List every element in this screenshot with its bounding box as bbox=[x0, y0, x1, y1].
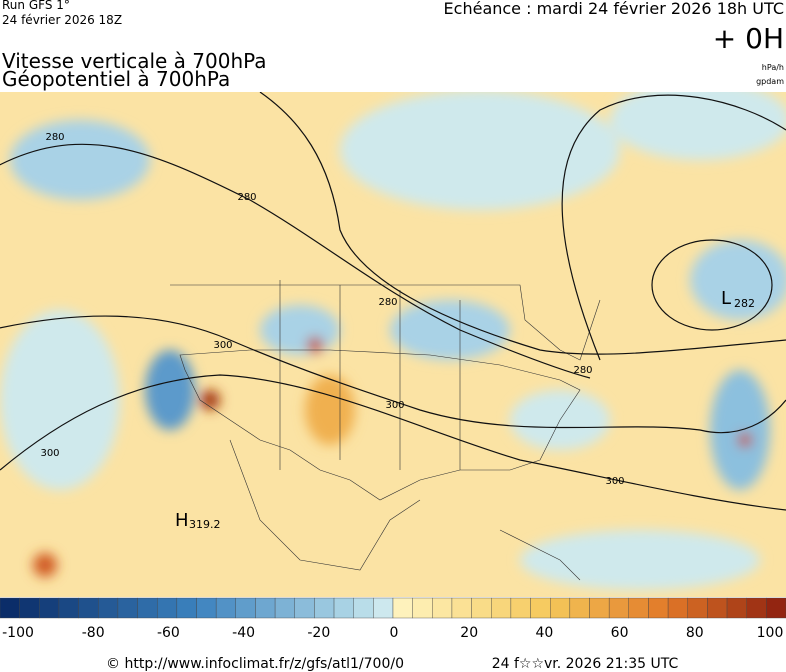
colorbar-swatch bbox=[392, 597, 413, 619]
title-line-1: Vitesse verticale à 700hPa bbox=[2, 49, 267, 73]
colorbar-swatch bbox=[608, 597, 630, 619]
lead-time: + 0H bbox=[713, 22, 784, 55]
colorbar-label: 100 bbox=[757, 625, 784, 641]
colorbar-swatch bbox=[0, 597, 20, 619]
colorbar-swatch bbox=[589, 597, 610, 619]
contour-label: 280 bbox=[45, 132, 64, 143]
colorbar-swatch bbox=[628, 597, 649, 619]
title-line-2: Géopotentiel à 700hPa bbox=[2, 67, 230, 91]
contour-label: 280 bbox=[573, 365, 592, 376]
contour-label: 300 bbox=[40, 448, 59, 459]
source: © http://www.infoclimat.fr/z/gfs/atl1/70… bbox=[106, 656, 404, 672]
colorbar-swatch bbox=[726, 597, 747, 619]
contour-label: 300 bbox=[385, 400, 404, 411]
colorbar-swatch bbox=[255, 597, 276, 619]
colorbar-swatch bbox=[98, 597, 119, 619]
colorbar-swatch bbox=[353, 597, 374, 619]
low-value: 282 bbox=[734, 297, 755, 310]
colorbar-swatch bbox=[491, 597, 512, 619]
colorbar-swatch bbox=[235, 597, 256, 619]
colorbar-swatch bbox=[314, 597, 335, 619]
colorbar-swatch bbox=[274, 597, 295, 619]
colorbar-swatch bbox=[471, 597, 492, 619]
unit-geopotential: gpdam bbox=[756, 77, 784, 86]
colorbar: -100 -80 -60 -40 -20 0 20 40 60 80 100 bbox=[0, 597, 786, 641]
colorbar-swatch bbox=[412, 597, 433, 619]
generated-time: 24 f☆☆vr. 2026 21:35 UTC bbox=[492, 656, 679, 672]
colorbar-swatch bbox=[746, 597, 767, 619]
contour-280c bbox=[259, 92, 786, 355]
colorbar-swatch bbox=[373, 597, 394, 619]
run-label: Run GFS 1° bbox=[2, 0, 70, 12]
colorbar-swatch bbox=[530, 597, 551, 619]
colorbar-swatch bbox=[39, 597, 60, 619]
colorbar-label: -20 bbox=[307, 625, 330, 641]
colorbar-swatch bbox=[451, 597, 472, 619]
colorbar-swatch bbox=[766, 597, 786, 619]
colorbar-swatch bbox=[78, 597, 99, 619]
colorbar-label: -60 bbox=[157, 625, 180, 641]
colorbar-label: -80 bbox=[82, 625, 105, 641]
contour-280 bbox=[0, 143, 591, 379]
contour-280b bbox=[561, 94, 786, 361]
colorbar-swatch bbox=[137, 597, 158, 619]
colorbar-swatch bbox=[510, 597, 531, 619]
contour-300b bbox=[0, 374, 786, 511]
unit-speed: hPa/h bbox=[762, 63, 784, 72]
high-symbol: H bbox=[175, 510, 189, 531]
high-value: 319.2 bbox=[189, 518, 221, 531]
colorbar-swatch bbox=[687, 597, 708, 619]
colorbar-label: 60 bbox=[611, 625, 629, 641]
colorbar-label: 0 bbox=[390, 625, 399, 641]
contour-label: 280 bbox=[237, 192, 256, 203]
colorbar-swatch bbox=[176, 597, 197, 619]
contour-label: 300 bbox=[605, 476, 624, 487]
colorbar-label: -40 bbox=[232, 625, 255, 641]
colorbar-swatch bbox=[707, 597, 728, 619]
valid-time: Echéance : mardi 24 février 2026 18h UTC bbox=[444, 0, 784, 18]
colorbar-swatch bbox=[156, 597, 178, 619]
colorbar-swatch bbox=[294, 597, 315, 619]
colorbar-swatch bbox=[333, 597, 354, 619]
colorbar-label: 40 bbox=[535, 625, 553, 641]
colorbar-swatch bbox=[58, 597, 79, 619]
colorbar-swatch bbox=[667, 597, 688, 619]
colorbar-swatch bbox=[432, 597, 453, 619]
borders bbox=[170, 280, 601, 501]
contour-282 bbox=[651, 239, 773, 331]
colorbar-label: 80 bbox=[686, 625, 704, 641]
colorbar-swatch bbox=[19, 597, 40, 619]
colorbar-swatch bbox=[215, 597, 236, 619]
contour-label: 280 bbox=[378, 297, 397, 308]
colorbar-swatch bbox=[196, 597, 217, 619]
colorbar-swatch bbox=[117, 597, 138, 619]
colorbar-swatch bbox=[569, 597, 590, 619]
colorbar-label: 20 bbox=[460, 625, 478, 641]
colorbar-label: -100 bbox=[2, 625, 34, 641]
map: 280 280 280 280 300 300 300 300 H 319.2 … bbox=[0, 92, 786, 597]
contour-label: 300 bbox=[213, 340, 232, 351]
coastline bbox=[229, 439, 581, 581]
colorbar-swatch bbox=[550, 597, 571, 619]
contour-300 bbox=[0, 315, 786, 434]
colorbar-swatch bbox=[648, 597, 669, 619]
run-date: 24 février 2026 18Z bbox=[2, 13, 122, 27]
low-symbol: L bbox=[721, 288, 731, 309]
